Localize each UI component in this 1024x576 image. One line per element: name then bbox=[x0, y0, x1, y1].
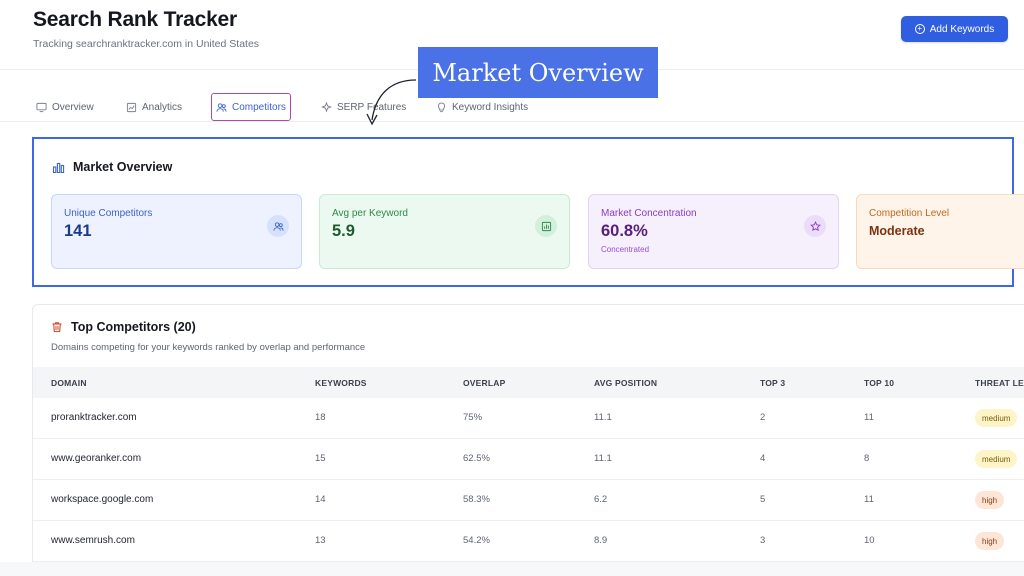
app-header: Search Rank Tracker Tracking searchrankt… bbox=[0, 0, 1024, 70]
stat-sublabel: Concentrated bbox=[601, 245, 650, 254]
stat-value: 5.9 bbox=[332, 222, 355, 240]
sparkle-icon bbox=[321, 101, 332, 113]
top-competitors-title: Top Competitors (20) bbox=[71, 320, 196, 334]
add-keywords-label: Add Keywords bbox=[929, 23, 995, 35]
cell-top3: 2 bbox=[760, 412, 766, 423]
callout-arrow-icon bbox=[366, 79, 417, 126]
table-row[interactable]: proranktracker.com 18 75% 11.1 2 11 medi… bbox=[33, 398, 1024, 439]
column-header-threat-level[interactable]: THREAT LEV bbox=[975, 378, 1024, 388]
cell-overlap: 75% bbox=[463, 412, 483, 423]
plus-circle-icon: + bbox=[914, 24, 925, 34]
stat-card-market-concentration: Market Concentration 60.8% Concentrated bbox=[588, 194, 839, 269]
stat-card-unique-competitors: Unique Competitors 141 bbox=[51, 194, 302, 269]
cell-overlap: 58.3% bbox=[463, 494, 490, 505]
stat-label: Market Concentration bbox=[601, 208, 697, 219]
tab-keyword-insights-label: Keyword Insights bbox=[452, 101, 529, 113]
page-title: Search Rank Tracker bbox=[33, 8, 237, 31]
bar-chart-icon bbox=[535, 215, 557, 237]
table-header: DOMAIN KEYWORDS OVERLAP AVG POSITION TOP… bbox=[33, 367, 1024, 398]
cell-top3: 4 bbox=[760, 453, 766, 464]
stat-value: Moderate bbox=[869, 224, 925, 238]
tab-overview[interactable]: Overview bbox=[36, 93, 94, 121]
tab-competitors[interactable]: Competitors bbox=[211, 93, 291, 121]
stat-label: Unique Competitors bbox=[64, 208, 153, 219]
threat-badge: high bbox=[975, 491, 1005, 509]
tab-keyword-insights[interactable]: Keyword Insights bbox=[436, 93, 528, 121]
column-header-overlap[interactable]: OVERLAP bbox=[463, 378, 506, 388]
column-header-top10[interactable]: TOP 10 bbox=[864, 378, 895, 388]
cell-domain: www.semrush.com bbox=[51, 535, 135, 546]
cell-top10: 8 bbox=[864, 453, 870, 464]
stat-value: 60.8% bbox=[601, 222, 648, 240]
lightbulb-icon bbox=[437, 102, 446, 112]
column-header-keywords[interactable]: KEYWORDS bbox=[315, 378, 367, 388]
column-header-top3[interactable]: TOP 3 bbox=[760, 378, 786, 388]
cell-keywords: 14 bbox=[315, 494, 326, 505]
monitor-icon bbox=[36, 102, 47, 112]
star-icon bbox=[804, 215, 826, 237]
tab-serp-features-label: SERP Features bbox=[337, 101, 407, 113]
tab-overview-label: Overview bbox=[52, 101, 94, 113]
market-overview-heading: Market Overview bbox=[52, 160, 172, 174]
bottom-strip bbox=[0, 562, 1024, 576]
stat-value: 141 bbox=[64, 222, 92, 240]
users-icon bbox=[267, 215, 289, 237]
cell-domain: workspace.google.com bbox=[51, 494, 154, 505]
tab-analytics-label: Analytics bbox=[142, 101, 183, 113]
cell-overlap: 54.2% bbox=[463, 535, 490, 546]
threat-badge: medium bbox=[975, 450, 1018, 468]
cell-top10: 10 bbox=[864, 535, 875, 546]
page-subtitle: Tracking searchranktracker.com in United… bbox=[33, 38, 260, 50]
cell-top3: 5 bbox=[760, 494, 766, 505]
tab-analytics[interactable]: Analytics bbox=[126, 93, 182, 121]
stat-card-competition-level: Competition Level Moderate bbox=[856, 194, 1024, 269]
cell-domain: www.georanker.com bbox=[51, 453, 142, 464]
top-competitors-subtitle: Domains competing for your keywords rank… bbox=[51, 342, 366, 353]
stat-label: Avg per Keyword bbox=[332, 208, 408, 219]
cell-avg-position: 8.9 bbox=[594, 535, 608, 546]
market-overview-title: Market Overview bbox=[73, 160, 173, 174]
cell-avg-position: 6.2 bbox=[594, 494, 608, 505]
stat-label: Competition Level bbox=[869, 208, 950, 219]
cell-top3: 3 bbox=[760, 535, 766, 546]
cell-avg-position: 11.1 bbox=[594, 412, 612, 423]
column-header-domain[interactable]: DOMAIN bbox=[51, 378, 87, 388]
cell-top10: 11 bbox=[864, 412, 874, 423]
tab-bar: Overview Analytics Competitors SERP Feat… bbox=[0, 88, 1024, 122]
users-icon bbox=[216, 102, 227, 112]
market-overview-callout: Market Overview bbox=[418, 47, 658, 98]
bar-chart-icon bbox=[52, 162, 65, 173]
table-row[interactable]: www.semrush.com 13 54.2% 8.9 3 10 high bbox=[33, 521, 1024, 562]
cell-top10: 11 bbox=[864, 494, 874, 505]
table-row[interactable]: www.georanker.com 15 62.5% 11.1 4 8 medi… bbox=[33, 439, 1024, 480]
trash-icon bbox=[52, 322, 62, 333]
tab-serp-features[interactable]: SERP Features bbox=[321, 93, 406, 121]
stat-card-avg-per-keyword: Avg per Keyword 5.9 bbox=[319, 194, 570, 269]
cell-overlap: 62.5% bbox=[463, 453, 490, 464]
threat-badge: medium bbox=[975, 409, 1018, 427]
cell-domain: proranktracker.com bbox=[51, 412, 137, 423]
column-header-avg-position[interactable]: AVG POSITION bbox=[594, 378, 658, 388]
chart-icon bbox=[126, 102, 137, 112]
threat-badge: high bbox=[975, 532, 1005, 550]
top-competitors-panel bbox=[32, 304, 1024, 576]
cell-keywords: 18 bbox=[315, 412, 326, 423]
cell-keywords: 15 bbox=[315, 453, 326, 464]
table-row[interactable]: workspace.google.com 14 58.3% 6.2 5 11 h… bbox=[33, 480, 1024, 521]
tab-competitors-label: Competitors bbox=[232, 101, 286, 113]
add-keywords-button[interactable]: + Add Keywords bbox=[901, 16, 1008, 42]
top-competitors-heading: Top Competitors (20) bbox=[51, 320, 196, 334]
cell-avg-position: 11.1 bbox=[594, 453, 612, 464]
cell-keywords: 13 bbox=[315, 535, 326, 546]
